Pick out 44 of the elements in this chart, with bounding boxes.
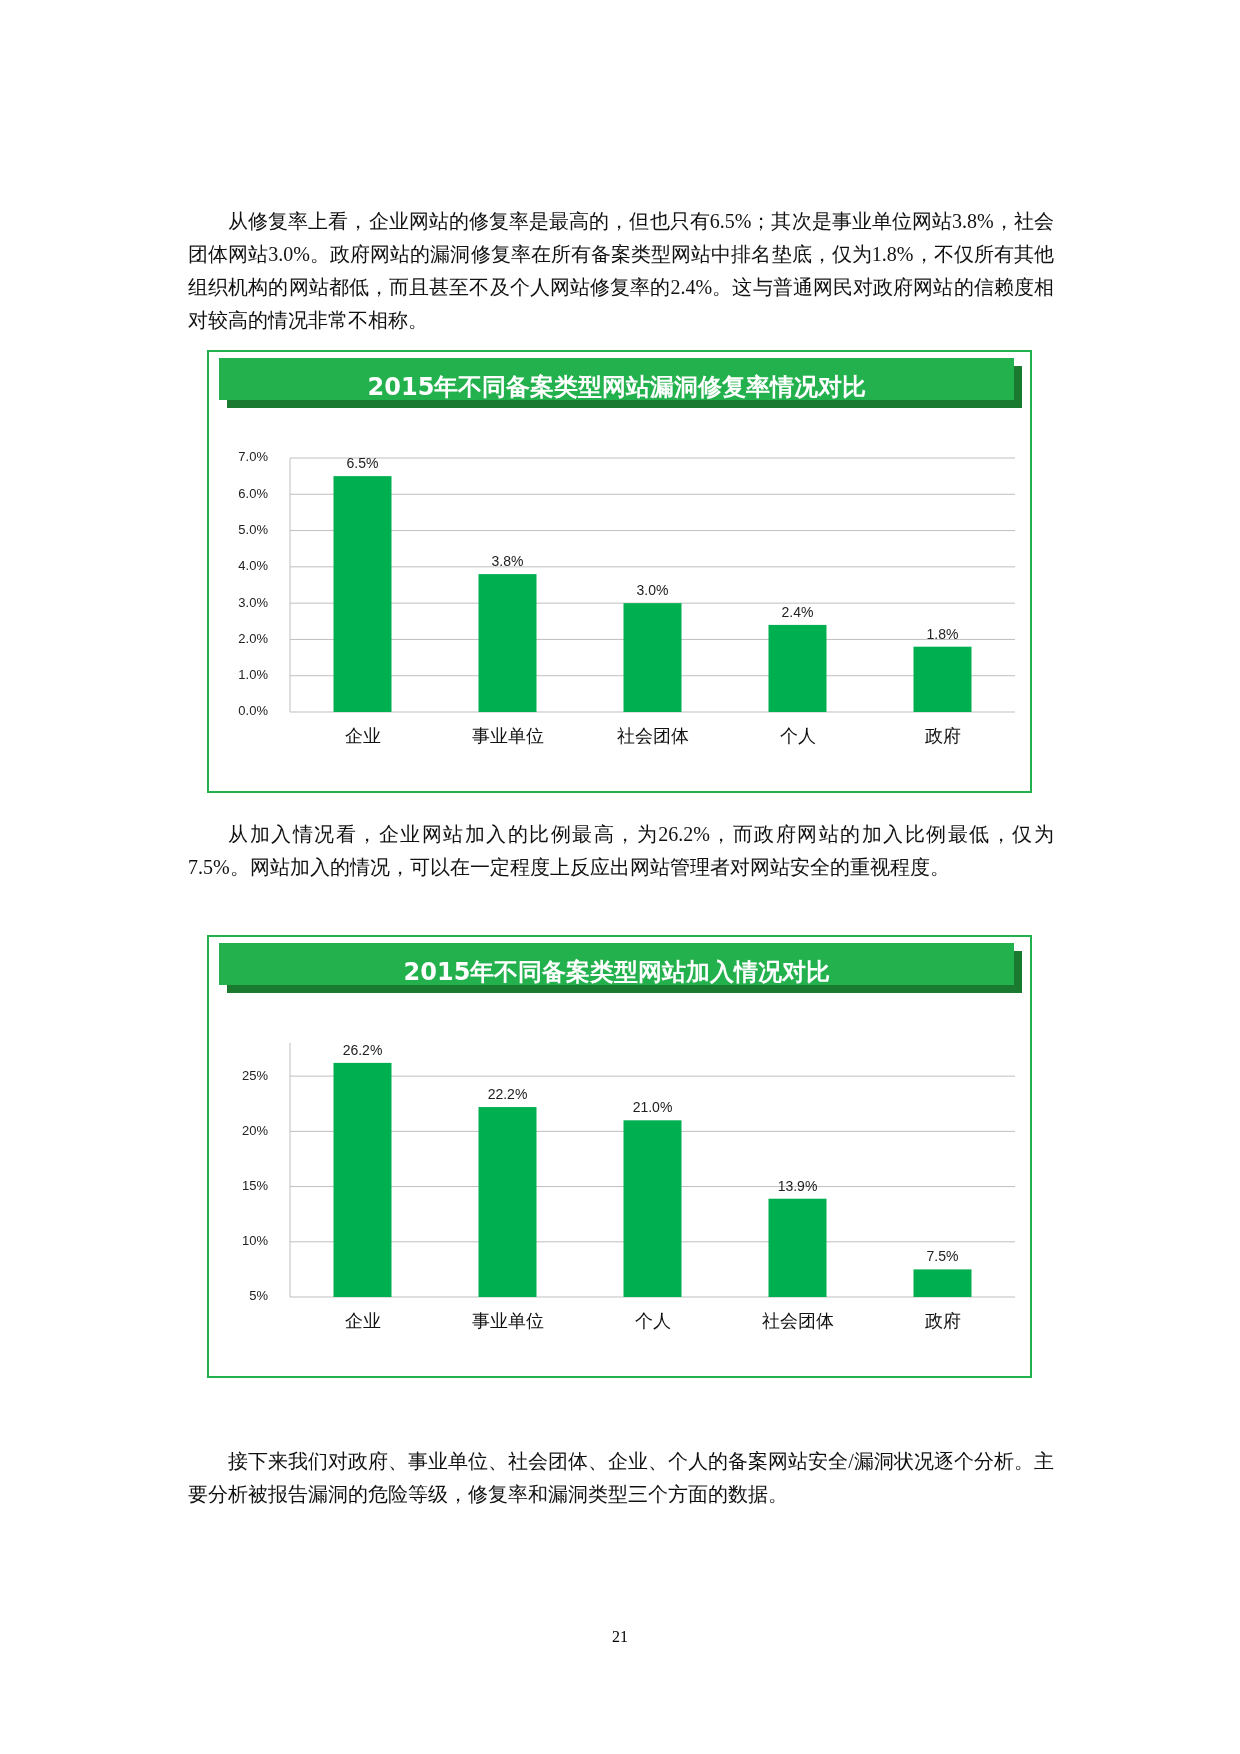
x-tick-label: 社会团体 bbox=[616, 725, 689, 746]
data-label: 3.0% bbox=[636, 582, 669, 599]
data-label: 22.2% bbox=[487, 1086, 528, 1103]
bar bbox=[768, 624, 827, 712]
x-tick-label: 政府 bbox=[924, 725, 961, 746]
x-tick-label: 个人 bbox=[634, 1310, 671, 1331]
data-label: 3.8% bbox=[491, 553, 524, 570]
chart-title: 2015年不同备案类型网站漏洞修复率情况对比 bbox=[367, 373, 867, 401]
x-tick-label: 企业 bbox=[344, 725, 381, 746]
x-tick-label: 企业 bbox=[344, 1310, 381, 1331]
x-tick-label: 事业单位 bbox=[471, 725, 544, 746]
bar bbox=[478, 574, 537, 712]
y-tick-label: 0.0% bbox=[238, 703, 269, 719]
y-tick-label: 5.0% bbox=[238, 522, 269, 538]
bar bbox=[913, 646, 972, 712]
text: 从修复率上看，企业网站的修复率是最高的，但也只有6.5%；其次是事业单位网站3.8%，社会团体网站3.0%。政府网站的漏洞修复率在所有备案类型网站中排名垫底，仅为1.8%，不仅所有其他组织机构的网站都低，而且甚至不及个人网站修复率的2.4%。这与普通网民对政府网站的信赖度相对较高的情况非常不相称。 bbox=[188, 209, 1054, 333]
y-tick-label: 25% bbox=[241, 1067, 269, 1083]
text: 21 bbox=[611, 1628, 629, 1646]
data-label: 21.0% bbox=[632, 1099, 673, 1116]
y-tick-label: 4.0% bbox=[238, 558, 269, 574]
y-tick-label: 3.0% bbox=[238, 594, 269, 610]
x-tick-label: 政府 bbox=[924, 1310, 961, 1331]
data-label: 7.5% bbox=[926, 1248, 959, 1265]
y-tick-label: 2.0% bbox=[238, 630, 269, 646]
data-label: 26.2% bbox=[342, 1041, 383, 1058]
data-label: 1.8% bbox=[926, 625, 959, 642]
y-tick-label: 1.0% bbox=[238, 667, 269, 683]
y-tick-label: 15% bbox=[241, 1178, 269, 1193]
text: 接下来我们对政府、事业单位、社会团体、企业、个人的备案网站安全/漏洞状况逐个分析。主要分析被报告漏洞的危险等级，修复率和漏洞类型三个方面的数据。 bbox=[188, 1449, 1054, 1507]
data-label: 13.9% bbox=[777, 1177, 818, 1194]
data-label: 6.5% bbox=[346, 455, 379, 472]
y-tick-label: 20% bbox=[241, 1122, 269, 1138]
y-tick-label: 6.0% bbox=[238, 485, 269, 501]
x-tick-label: 社会团体 bbox=[761, 1310, 834, 1331]
data-label: 2.4% bbox=[781, 603, 814, 620]
bar bbox=[623, 603, 682, 712]
y-tick-label: 5% bbox=[249, 1288, 269, 1304]
bar bbox=[333, 476, 392, 712]
text: 从加入情况看，企业网站加入的比例最高，为26.2%，而政府网站的加入比例最低，仅为7.5%。网站加入的情况，可以在一定程度上反应出网站管理者对网站安全的重视程度。 bbox=[188, 822, 1054, 880]
x-tick-label: 个人 bbox=[779, 725, 816, 746]
chart-title: 2015年不同备案类型网站加入情况对比 bbox=[403, 958, 831, 986]
y-tick-label: 7.0% bbox=[238, 449, 269, 465]
y-tick-label: 10% bbox=[241, 1233, 269, 1249]
x-tick-label: 事业单位 bbox=[471, 1310, 544, 1331]
